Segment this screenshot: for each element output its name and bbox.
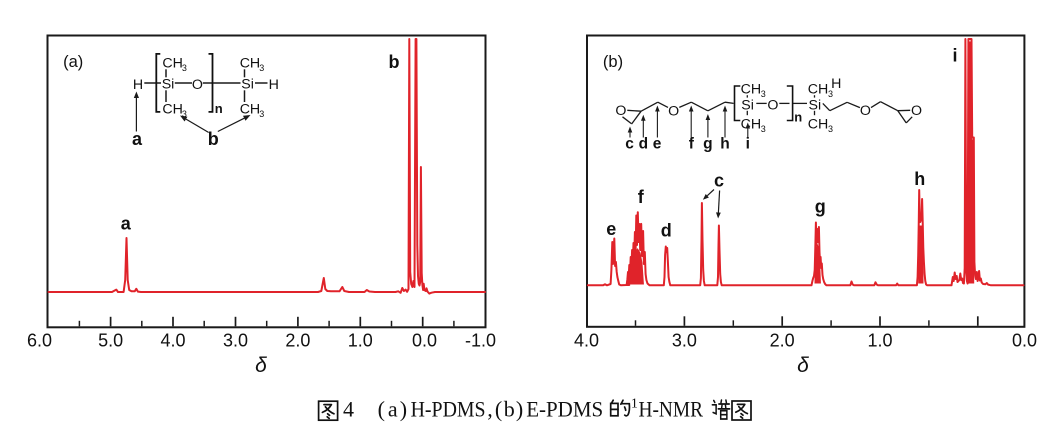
svg-text:n: n bbox=[794, 110, 802, 125]
svg-text:i: i bbox=[746, 136, 750, 153]
svg-text:c: c bbox=[625, 136, 634, 153]
svg-text:4.0: 4.0 bbox=[574, 331, 599, 351]
svg-text:a: a bbox=[132, 129, 143, 149]
svg-text:b: b bbox=[389, 52, 400, 72]
svg-text:O: O bbox=[668, 104, 679, 120]
svg-text:CH: CH bbox=[162, 55, 183, 71]
svg-text:CH: CH bbox=[808, 82, 829, 98]
svg-text:CH: CH bbox=[808, 116, 829, 132]
svg-text:Si: Si bbox=[241, 76, 254, 92]
svg-text:): ) bbox=[516, 396, 523, 421]
svg-text:e: e bbox=[653, 136, 662, 153]
svg-text:0.0: 0.0 bbox=[1012, 331, 1037, 351]
svg-text:4: 4 bbox=[343, 396, 354, 421]
svg-text:3: 3 bbox=[761, 89, 766, 99]
svg-text:g: g bbox=[815, 197, 826, 217]
svg-text:4.0: 4.0 bbox=[160, 331, 185, 351]
svg-text:δ: δ bbox=[797, 354, 809, 377]
svg-text:-1.0: -1.0 bbox=[465, 331, 496, 351]
svg-text:3: 3 bbox=[259, 63, 264, 73]
svg-text:(a): (a) bbox=[63, 53, 83, 71]
svg-text:c: c bbox=[714, 171, 724, 191]
svg-text:δ: δ bbox=[255, 354, 267, 377]
svg-text:g: g bbox=[703, 136, 712, 153]
svg-text:3: 3 bbox=[828, 89, 833, 99]
svg-text:O: O bbox=[615, 103, 626, 119]
svg-text:H-PDMS: H-PDMS bbox=[411, 396, 486, 421]
svg-text:CH: CH bbox=[240, 55, 261, 71]
svg-text:(: ( bbox=[378, 396, 385, 421]
svg-text:3: 3 bbox=[259, 109, 264, 119]
svg-text:1.0: 1.0 bbox=[867, 331, 892, 351]
svg-text:f: f bbox=[689, 136, 695, 153]
svg-text:H: H bbox=[133, 77, 143, 93]
svg-text:Si: Si bbox=[808, 97, 821, 113]
svg-text:a: a bbox=[388, 396, 398, 421]
svg-text:1: 1 bbox=[631, 396, 638, 411]
svg-text:d: d bbox=[639, 136, 648, 153]
svg-text:O: O bbox=[860, 103, 871, 119]
svg-text:CH: CH bbox=[741, 116, 762, 132]
svg-text:CH: CH bbox=[240, 102, 261, 118]
svg-text:3: 3 bbox=[182, 109, 187, 119]
svg-text:5.0: 5.0 bbox=[98, 331, 123, 351]
svg-text:6.0: 6.0 bbox=[27, 331, 52, 351]
svg-text:O: O bbox=[192, 77, 203, 93]
svg-text:CH: CH bbox=[162, 102, 183, 118]
svg-text:b: b bbox=[208, 129, 219, 149]
svg-text:,: , bbox=[487, 396, 493, 421]
svg-text:(: ( bbox=[495, 396, 502, 421]
svg-text:3.0: 3.0 bbox=[672, 331, 697, 351]
svg-text:O: O bbox=[767, 97, 778, 113]
svg-text:a: a bbox=[121, 214, 132, 234]
svg-text:h: h bbox=[914, 169, 925, 189]
svg-text:h: h bbox=[720, 136, 729, 153]
svg-text:e: e bbox=[606, 219, 616, 239]
svg-text:3.0: 3.0 bbox=[223, 331, 248, 351]
svg-text:H-NMR: H-NMR bbox=[639, 396, 704, 421]
svg-text:(b): (b) bbox=[603, 53, 623, 71]
svg-text:): ) bbox=[400, 396, 407, 421]
svg-text:H: H bbox=[831, 76, 841, 92]
svg-text:f: f bbox=[638, 187, 645, 207]
svg-text:O: O bbox=[911, 103, 922, 119]
svg-text:0.0: 0.0 bbox=[412, 331, 437, 351]
svg-text:n: n bbox=[215, 101, 223, 116]
svg-text:Si: Si bbox=[741, 97, 754, 113]
svg-text:2.0: 2.0 bbox=[285, 331, 310, 351]
svg-text:d: d bbox=[661, 221, 672, 241]
svg-text:3: 3 bbox=[761, 124, 766, 134]
svg-text:CH: CH bbox=[741, 82, 762, 98]
svg-text:Si: Si bbox=[162, 76, 175, 92]
svg-text:E-PDMS: E-PDMS bbox=[526, 396, 603, 421]
svg-text:1.0: 1.0 bbox=[348, 331, 373, 351]
svg-text:2.0: 2.0 bbox=[770, 331, 795, 351]
svg-text:i: i bbox=[952, 46, 957, 66]
svg-text:3: 3 bbox=[828, 124, 833, 134]
svg-text:b: b bbox=[504, 396, 515, 421]
svg-text:3: 3 bbox=[182, 63, 187, 73]
svg-text:H: H bbox=[269, 77, 279, 93]
